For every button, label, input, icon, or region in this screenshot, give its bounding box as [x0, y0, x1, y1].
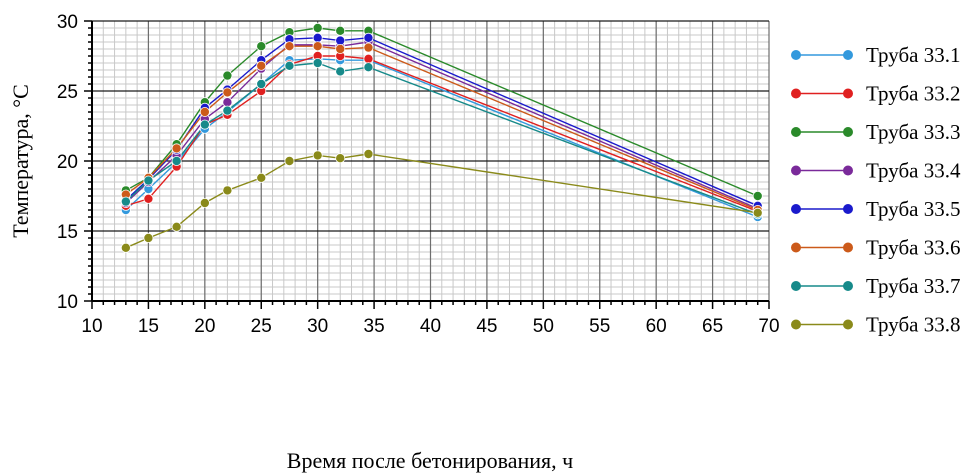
data-point	[335, 153, 346, 164]
legend-label: Труба 33.6	[866, 236, 960, 260]
data-point	[363, 62, 374, 73]
legend-label: Труба 33.2	[866, 82, 960, 106]
y-tick-label: 30	[57, 12, 78, 33]
data-point	[752, 190, 763, 201]
data-point	[222, 97, 233, 108]
x-tick-label: 70	[758, 316, 779, 337]
legend-marker	[843, 50, 853, 60]
data-point	[363, 32, 374, 43]
data-point	[256, 172, 267, 183]
data-point	[312, 58, 323, 69]
legend-marker	[791, 165, 801, 176]
legend-marker	[843, 319, 853, 330]
legend-item: Труба 33.2	[791, 82, 960, 106]
x-axis-title: Время после бетонирования, ч	[287, 448, 573, 473]
data-point	[312, 41, 323, 52]
x-tick-label: 30	[307, 316, 328, 337]
legend-marker	[791, 242, 801, 253]
data-point	[363, 42, 374, 53]
data-point	[363, 53, 374, 64]
legend: Труба 33.1 Труба 33.2 Труба 33.3 Труба 33.4…	[791, 43, 961, 337]
legend-label: Труба 33.5	[866, 197, 960, 221]
legend-label: Труба 33.7	[866, 274, 960, 298]
x-tick-label: 20	[194, 316, 215, 337]
legend-marker	[843, 204, 853, 214]
legend-marker	[791, 88, 801, 99]
legend-item: Труба 33.8	[791, 313, 960, 337]
y-tick-label: 10	[57, 292, 78, 313]
data-point	[120, 242, 131, 253]
data-point	[143, 232, 154, 243]
data-point	[312, 22, 323, 33]
legend-marker	[791, 127, 801, 137]
legend-marker	[843, 165, 853, 176]
legend-label: Труба 33.8	[866, 313, 960, 337]
data-point	[199, 197, 210, 208]
data-point	[256, 41, 267, 52]
legend-marker	[791, 204, 801, 214]
x-tick-label: 50	[533, 316, 554, 337]
data-point	[199, 119, 210, 130]
x-tick-label: 35	[364, 316, 385, 337]
data-point	[199, 107, 210, 118]
legend-item: Труба 33.3	[791, 120, 960, 144]
y-tick-label: 20	[57, 152, 78, 173]
data-point	[284, 41, 295, 52]
x-tick-label: 15	[138, 316, 159, 337]
data-point	[222, 185, 233, 196]
legend-marker	[791, 50, 801, 60]
legend-item: Труба 33.7	[791, 274, 960, 298]
legend-marker	[843, 281, 853, 291]
data-point	[335, 35, 346, 46]
data-point	[171, 155, 182, 166]
tick-labels: 10 15 20 25 30 35 40 45 50 55 60 65 70 10 15 20 25 30	[57, 12, 780, 337]
data-point	[222, 105, 233, 116]
data-point	[171, 221, 182, 232]
data-point	[312, 32, 323, 43]
data-point	[143, 193, 154, 204]
legend-item: Труба 33.1	[791, 43, 960, 67]
legend-label: Труба 33.4	[866, 159, 961, 183]
data-point	[256, 60, 267, 71]
data-point	[143, 175, 154, 186]
data-point	[335, 66, 346, 77]
data-point	[752, 207, 763, 218]
data-point	[335, 44, 346, 55]
series-points	[120, 22, 763, 253]
x-tick-label: 60	[646, 316, 667, 337]
legend-marker	[843, 127, 853, 137]
y-tick-label: 25	[57, 82, 78, 103]
data-point	[335, 25, 346, 36]
legend-marker	[791, 319, 801, 330]
data-point	[171, 143, 182, 154]
legend-item: Труба 33.5	[791, 197, 960, 221]
x-tick-label: 45	[476, 316, 497, 337]
legend-marker	[843, 88, 853, 99]
axes	[84, 20, 770, 309]
legend-label: Труба 33.1	[866, 43, 960, 67]
data-point	[284, 60, 295, 71]
data-point	[222, 70, 233, 81]
x-tick-label: 10	[81, 316, 102, 337]
legend-label: Труба 33.3	[866, 120, 960, 144]
legend-marker	[843, 242, 853, 253]
data-point	[120, 196, 131, 207]
y-axis-title: Температура, °C	[8, 84, 33, 238]
data-point	[363, 148, 374, 159]
x-tick-label: 55	[589, 316, 610, 337]
data-point	[312, 150, 323, 161]
data-point	[284, 155, 295, 166]
x-tick-label: 65	[702, 316, 723, 337]
data-point	[222, 87, 233, 98]
legend-marker	[791, 281, 801, 291]
data-point	[256, 79, 267, 90]
legend-item: Труба 33.6	[791, 236, 960, 260]
y-tick-label: 15	[57, 222, 78, 243]
x-tick-label: 25	[251, 316, 272, 337]
x-tick-label: 40	[420, 316, 441, 337]
legend-item: Труба 33.4	[791, 159, 961, 183]
